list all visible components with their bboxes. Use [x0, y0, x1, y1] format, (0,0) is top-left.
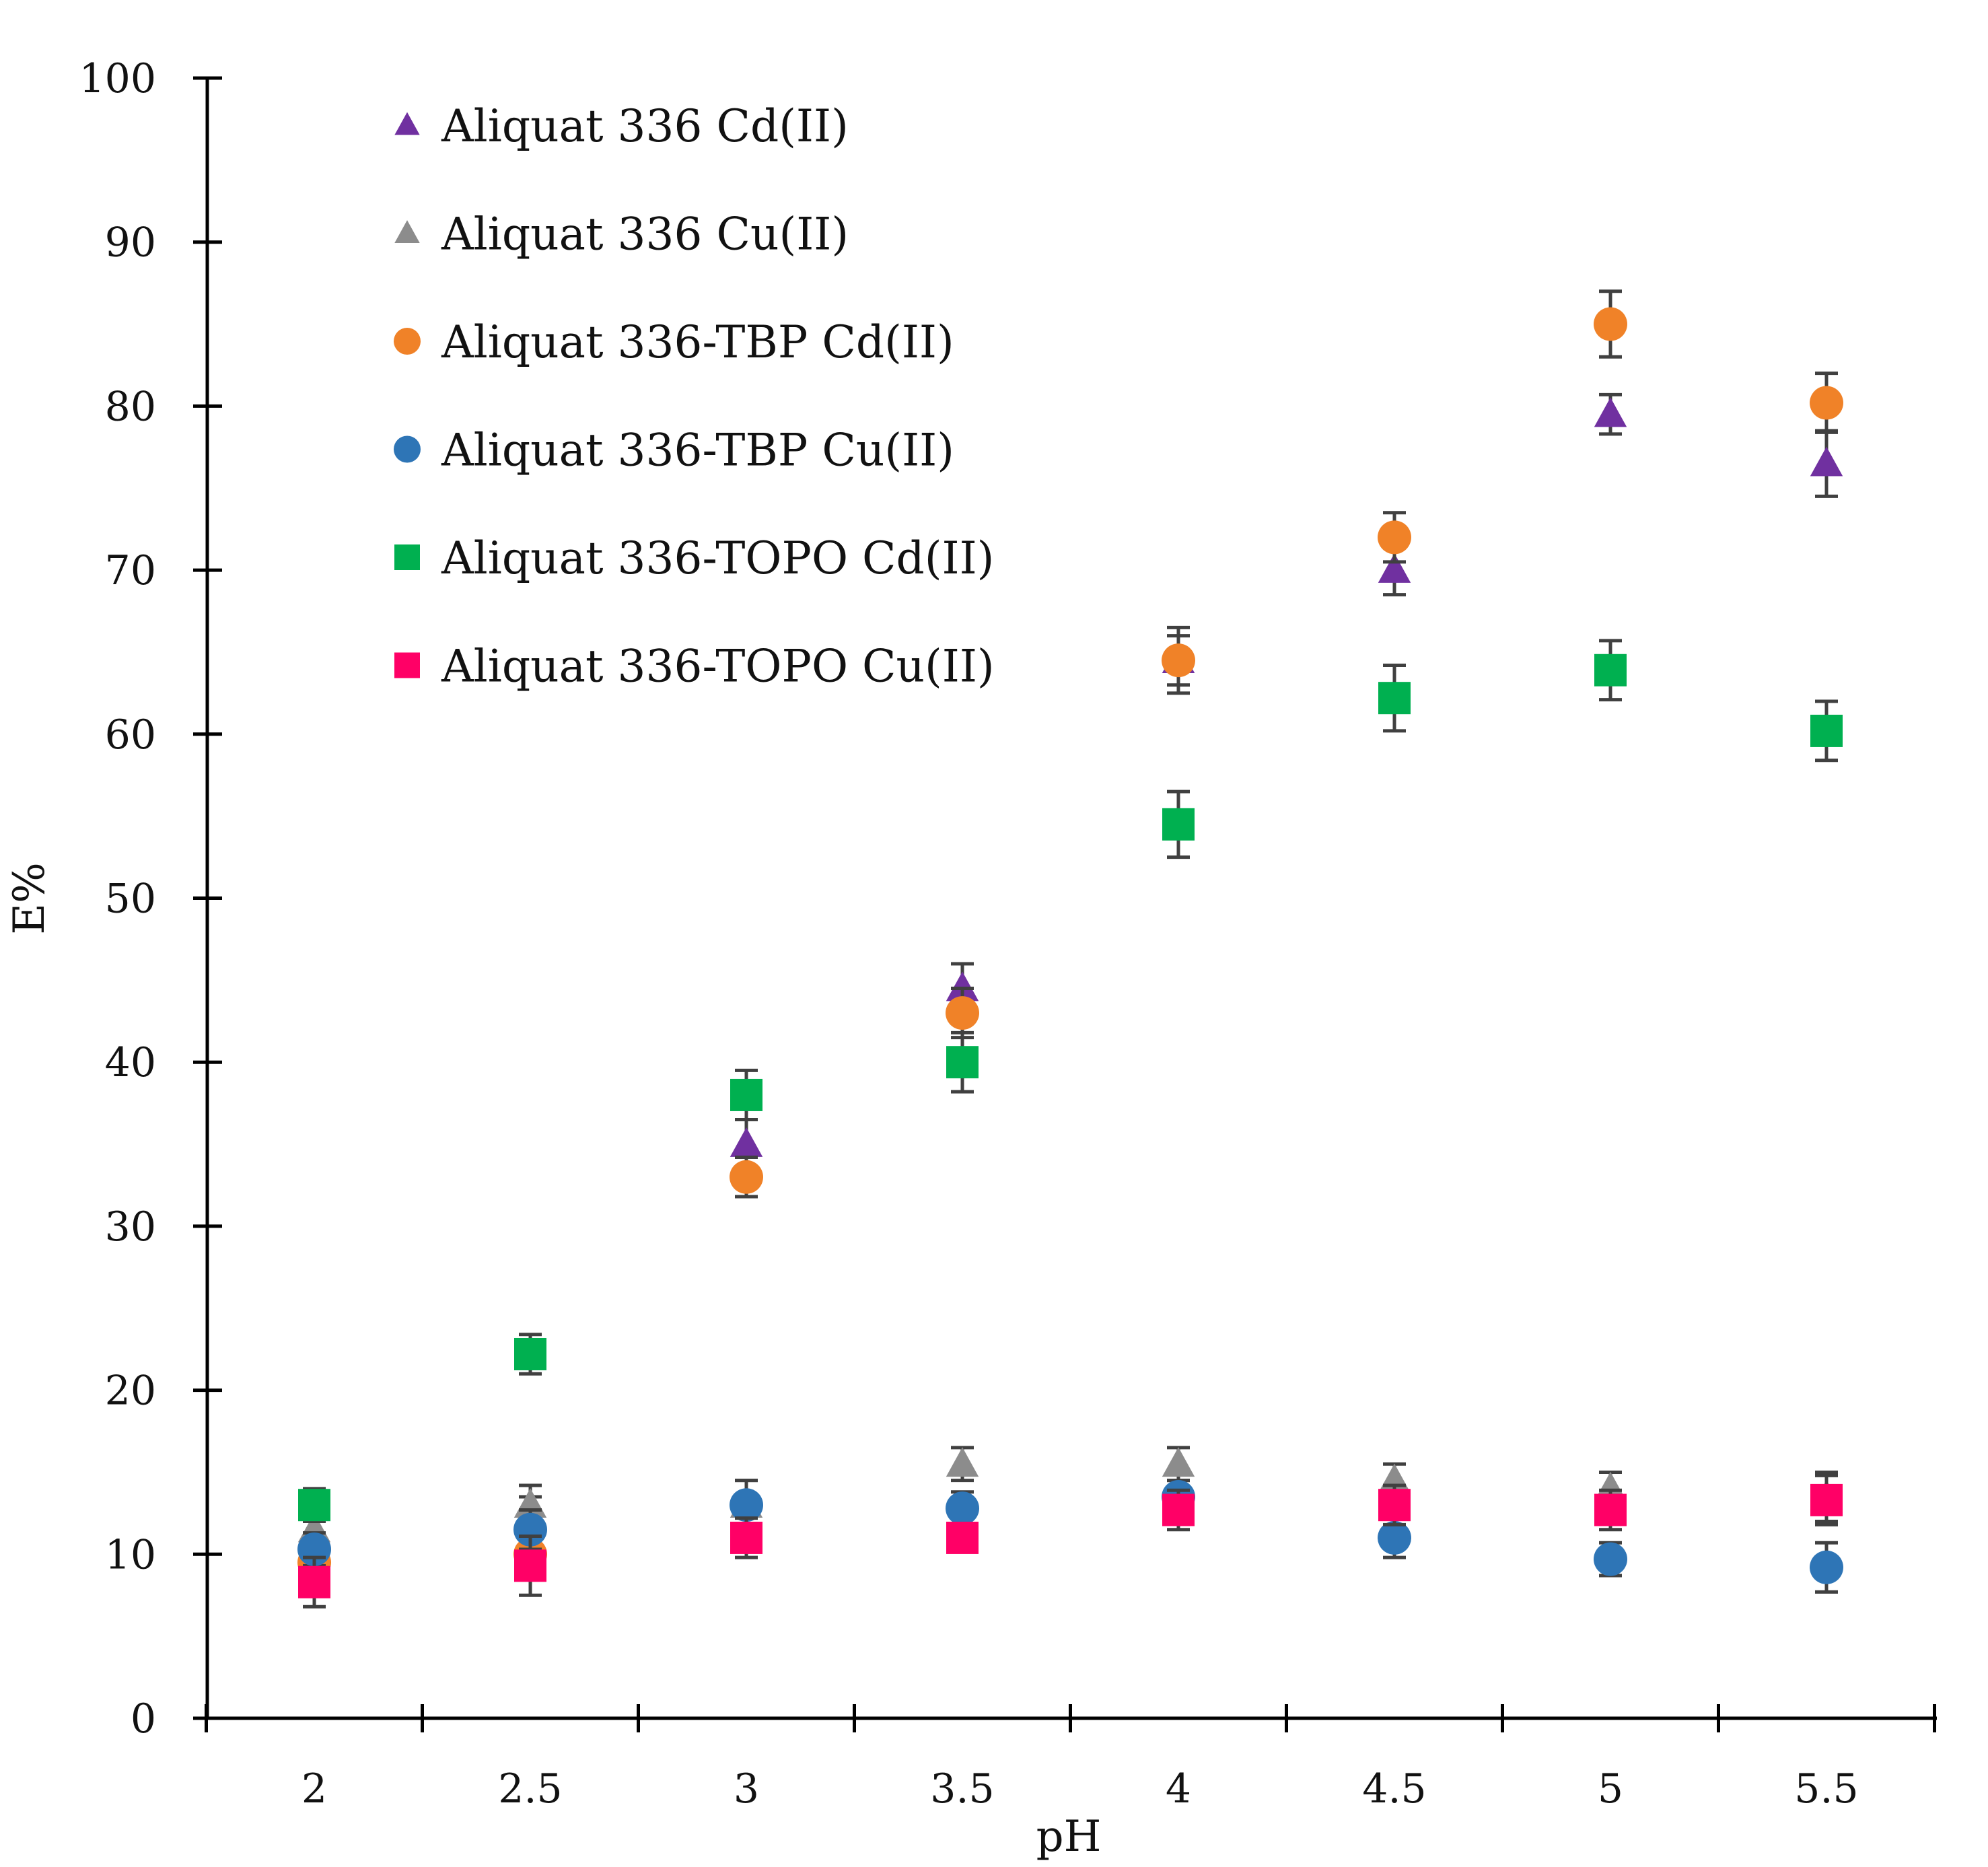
- data-point: [946, 1447, 979, 1477]
- series-3: [297, 289, 1843, 1581]
- data-point: [946, 1521, 979, 1554]
- data-point: [730, 1078, 762, 1111]
- data-point: [1378, 520, 1411, 555]
- data-point: [1594, 654, 1627, 686]
- legend-label: Aliquat 336 Cd(II): [441, 100, 849, 152]
- legend-label: Aliquat 336-TOPO Cd(II): [441, 532, 994, 584]
- legend-marker: [394, 220, 420, 244]
- data-point: [514, 1337, 546, 1370]
- data-point: [1162, 1447, 1195, 1477]
- data-point: [1594, 1542, 1627, 1576]
- x-tick-label: 3.5: [930, 1765, 994, 1812]
- legend-label: Aliquat 336-TBP Cd(II): [441, 316, 954, 368]
- data-point: [1594, 1493, 1627, 1526]
- data-point: [1810, 386, 1843, 420]
- data-point: [1378, 1489, 1411, 1522]
- x-tick-label: 2.5: [498, 1765, 562, 1812]
- legend-item: Aliquat 336-TOPO Cd(II): [394, 532, 994, 584]
- y-tick-label: 40: [105, 1039, 156, 1086]
- x-axis-title: pH: [1036, 1812, 1102, 1862]
- data-point: [730, 1127, 763, 1157]
- y-tick-label: 50: [105, 876, 156, 923]
- legend-marker: [394, 544, 420, 570]
- data-point: [1810, 714, 1843, 747]
- data-point: [730, 1160, 763, 1194]
- y-tick-label: 70: [105, 547, 156, 594]
- data-point: [1162, 808, 1195, 841]
- legend-label: Aliquat 336-TOPO Cu(II): [441, 641, 995, 693]
- data-point: [1594, 307, 1627, 341]
- data-point: [1810, 1483, 1843, 1516]
- data-point: [1378, 1520, 1411, 1555]
- series-6: [298, 1473, 1843, 1609]
- data-point: [1378, 553, 1411, 583]
- legend: Aliquat 336 Cd(II) Aliquat 336 Cu(II) Aliq…: [394, 100, 995, 693]
- series-5: [298, 639, 1843, 1524]
- y-tick-label: 90: [105, 219, 156, 267]
- data-point: [946, 1491, 979, 1526]
- y-tick-label: 10: [105, 1531, 156, 1578]
- legend-item: Aliquat 336-TBP Cd(II): [394, 316, 954, 368]
- y-axis-title: E%: [5, 862, 55, 935]
- data-point: [1162, 643, 1195, 678]
- legend-item: Aliquat 336 Cd(II): [394, 100, 849, 152]
- y-tick-label: 100: [79, 55, 156, 102]
- data-point: [1594, 397, 1627, 427]
- x-tick-label: 3: [734, 1765, 759, 1812]
- legend-label: Aliquat 336 Cu(II): [441, 209, 849, 260]
- y-tick-label: 60: [105, 711, 156, 759]
- x-tick-label: 2: [301, 1765, 327, 1812]
- x-ticks: 2 2.5 3 3.5 4 4.5 5 5.5: [205, 1704, 1936, 1812]
- legend-label: Aliquat 336-TBP Cu(II): [441, 425, 954, 477]
- data-point: [946, 1046, 979, 1079]
- y-tick-label: 30: [105, 1203, 156, 1250]
- data-marks: [297, 289, 1843, 1609]
- data-point: [1810, 1550, 1843, 1584]
- y-ticks: 0 10 20 30 40 50 60 70 80 90 100: [79, 55, 222, 1742]
- y-tick-label: 0: [131, 1695, 156, 1742]
- x-tick-label: 4.5: [1362, 1765, 1426, 1812]
- data-point: [730, 1488, 763, 1522]
- y-tick-label: 80: [105, 383, 156, 430]
- x-tick-label: 5.5: [1794, 1765, 1858, 1812]
- legend-marker: [394, 652, 420, 678]
- data-point: [730, 1521, 762, 1554]
- data-point: [513, 1512, 547, 1547]
- data-point: [514, 1549, 546, 1582]
- x-tick-label: 5: [1598, 1765, 1623, 1812]
- data-point: [298, 1489, 330, 1522]
- legend-marker: [394, 112, 420, 135]
- data-point: [1378, 682, 1411, 715]
- legend-item: Aliquat 336 Cu(II): [394, 209, 849, 260]
- data-point: [1162, 1493, 1195, 1526]
- x-tick-label: 4: [1166, 1765, 1191, 1812]
- legend-item: Aliquat 336-TOPO Cu(II): [394, 641, 995, 693]
- y-tick-label: 20: [105, 1368, 156, 1415]
- data-point: [298, 1565, 330, 1598]
- legend-item: Aliquat 336-TBP Cu(II): [394, 425, 954, 477]
- data-point: [1810, 446, 1843, 477]
- data-point: [946, 996, 979, 1030]
- data-point: [946, 971, 979, 1001]
- legend-marker: [394, 328, 421, 355]
- legend-marker: [394, 435, 421, 463]
